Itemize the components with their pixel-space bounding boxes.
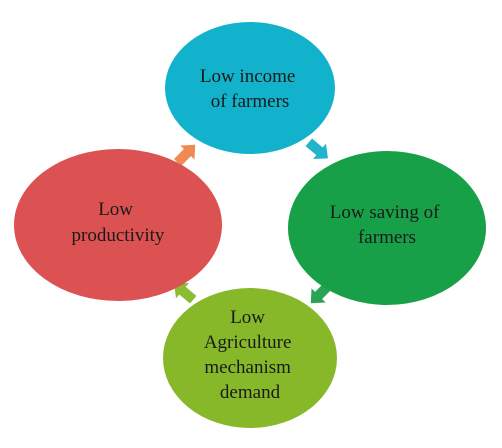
arrows-layer [173, 138, 333, 304]
node-low-income-line-2: of farmers [211, 91, 290, 112]
node-low-saving-line-2: farmers [358, 227, 416, 248]
arrow-low-productivity-to-low-income [173, 144, 196, 167]
node-low-productivity-line-2: productivity [72, 225, 165, 246]
node-low-saving: Low saving of farmers [288, 151, 486, 305]
node-low-agri-demand-line-2: Agriculture [204, 332, 292, 353]
node-low-agri-demand-line-3: mechanism [204, 357, 291, 378]
node-low-productivity: Low productivity [14, 149, 222, 301]
node-low-agri-demand-line-1: Low [230, 307, 265, 328]
node-low-saving-ellipse [288, 151, 486, 305]
node-low-income-line-1: Low income [200, 66, 296, 87]
node-low-productivity-label: Low productivity [72, 199, 165, 246]
node-low-saving-line-1: Low saving of [330, 202, 440, 223]
arrow-low-agri-demand-to-low-productivity [174, 283, 197, 304]
node-low-income-ellipse [165, 22, 335, 154]
node-low-productivity-ellipse [14, 149, 222, 301]
node-low-income: Low income of farmers [165, 22, 335, 154]
node-low-saving-label: Low saving of farmers [330, 202, 445, 248]
node-low-agri-demand-ellipse [163, 288, 337, 428]
node-low-agri-demand: Low Agriculture mechanism demand [163, 288, 337, 428]
node-low-agri-demand-label: Low Agriculture mechanism demand [204, 307, 296, 403]
node-low-productivity-line-1: Low [98, 199, 133, 220]
node-low-income-label: Low income of farmers [200, 66, 300, 112]
arrow-low-income-to-low-saving [305, 138, 328, 159]
node-low-agri-demand-line-4: demand [220, 382, 281, 403]
